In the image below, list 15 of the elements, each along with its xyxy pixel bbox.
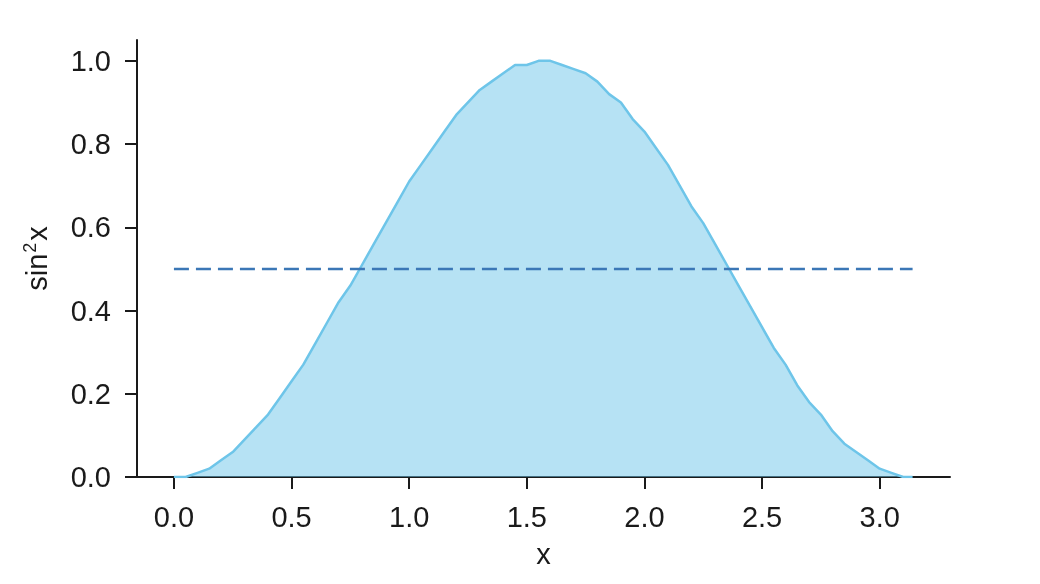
y-tick-label: 0.8: [70, 128, 111, 161]
x-tick-label: 3.0: [859, 500, 900, 533]
y-tick-label: 1.0: [70, 44, 111, 77]
x-tick-label: 2.0: [624, 500, 665, 533]
x-tick-label: 2.5: [741, 500, 783, 533]
x-tick-label: 1.0: [389, 500, 430, 533]
y-tick-label: 0.4: [70, 294, 111, 327]
x-tick-label: 1.5: [506, 500, 547, 533]
x-axis-title: x: [536, 537, 552, 570]
y-tick-label: 0.0: [70, 461, 111, 493]
x-tick-label: 0.0: [153, 500, 195, 533]
x-tick-label: 0.5: [271, 500, 312, 533]
y-tick-label: 0.2: [70, 377, 111, 410]
y-axis-title: sin2x: [20, 225, 53, 291]
y-tick-label: 0.6: [70, 211, 111, 244]
